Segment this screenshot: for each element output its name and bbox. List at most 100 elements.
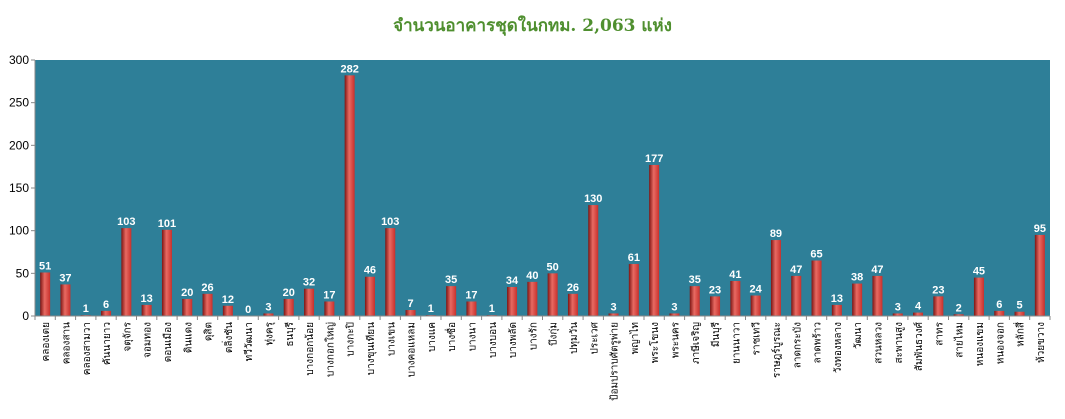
x-tick-label: จอมทอง [143,322,154,358]
bar [40,272,51,316]
x-axis: คลองเตย คลองสาน คลองสามวา คันนายาว จตุจักร จอ… [34,315,1051,401]
bar [1034,234,1045,316]
data-label: 3 [895,301,901,313]
bar [446,286,457,316]
bar [669,313,680,316]
x-tick-label: บางรัก [528,322,539,350]
x-tick-label: บึงกุ่ม [548,322,560,346]
x-tick-label: บางคอแหลม [407,322,418,377]
bar [405,310,416,316]
x-tick-label: หนองจอก [995,322,1006,364]
data-label: 1 [489,303,495,315]
data-label: 40 [526,270,538,282]
x-tick-label: สวนหลวง [873,322,884,364]
data-label: 20 [181,287,193,299]
data-label: 20 [283,287,295,299]
x-tick-label: ป้อมปราบศัตรูพ่าย [609,322,621,401]
bar [608,313,619,316]
x-tick-label: พญาไท [629,322,641,354]
data-label: 101 [158,218,176,230]
y-tick-label: 0 [22,309,29,323]
bar [628,263,639,316]
bar [994,310,1005,316]
x-tick-label: บางขุนเทียน [365,322,377,375]
bar [141,304,152,316]
data-label: 95 [1034,223,1046,235]
x-tick-label: จตุจักร [122,321,133,351]
chart-title: จำนวนอาคารชุดในกทม. 2,063 แห่ง [393,16,672,36]
data-label: 103 [381,216,399,228]
bar [527,281,538,316]
bar [852,283,863,316]
x-tick-label: คลองสาน [61,322,72,364]
data-label: 34 [506,275,519,287]
bar [811,260,822,316]
x-tick-label: ทวีวัฒนา [243,322,255,361]
bar [466,301,477,316]
data-label: 32 [303,277,315,289]
x-tick-label: พระนคร [670,321,681,358]
bar [222,305,233,316]
data-label: 2 [956,302,962,314]
data-label: 24 [750,284,763,296]
x-tick-label: สะพานสูง [894,322,905,364]
x-tick-label: บางนา [467,322,478,351]
data-label: 103 [117,216,135,228]
x-tick-label: ดินแดง [183,322,194,353]
data-label: 3 [265,301,271,313]
x-tick-label: หลักสี่ [1013,322,1027,347]
x-tick-label: คลองเตย [41,322,52,361]
x-tick-label: หนองแขม [975,322,986,366]
data-label: 26 [201,282,213,294]
data-label: 35 [445,274,457,286]
bar [161,229,172,316]
data-label: 23 [932,284,944,296]
data-label: 7 [407,298,413,310]
data-label: 26 [567,282,579,294]
data-label: 37 [59,272,71,284]
data-label: 17 [323,289,335,301]
y-tick-label: 250 [9,96,29,110]
data-label: 177 [645,153,663,165]
x-tick-label: สายไหม [954,322,966,358]
x-tick-label: วัฒนา [853,322,864,349]
data-label: 0 [245,304,251,316]
data-label: 5 [1016,300,1022,312]
bar [101,310,112,316]
bar [364,276,375,316]
bars [40,75,1045,316]
x-tick-label: ปทุมวัน [569,322,580,354]
bar [689,286,700,316]
bar [507,286,518,316]
data-label: 6 [996,299,1002,311]
data-label: 41 [729,269,741,281]
x-tick-label: ธนบุรี [284,321,296,346]
x-tick-label: ตลิ่งชัน [221,322,235,353]
bar [892,313,903,316]
x-tick-label: บางแค [427,322,438,352]
bar [953,314,964,316]
data-label: 51 [39,260,51,272]
data-label: 3 [671,301,677,313]
bar [588,205,599,316]
data-label: 17 [465,289,477,301]
data-label: 4 [915,301,922,313]
data-label: 6 [103,299,109,311]
data-label: 1 [428,303,434,315]
data-label: 35 [689,274,701,286]
bar [750,295,761,316]
y-axis: 0 50 100 150 200 250 300 [9,53,36,323]
x-tick-label: ภาษีเจริญ [690,322,702,364]
x-tick-label: คันนายาว [102,322,113,365]
x-tick-label: บางเขน [386,322,397,356]
data-label: 1 [83,303,89,315]
x-tick-label: บางซื่อ [444,322,458,352]
data-label: 38 [851,272,863,284]
bar [770,240,781,316]
data-label: 12 [222,294,234,306]
data-label: 3 [610,301,616,313]
data-label: 47 [790,264,802,276]
y-tick-label: 150 [9,181,29,195]
